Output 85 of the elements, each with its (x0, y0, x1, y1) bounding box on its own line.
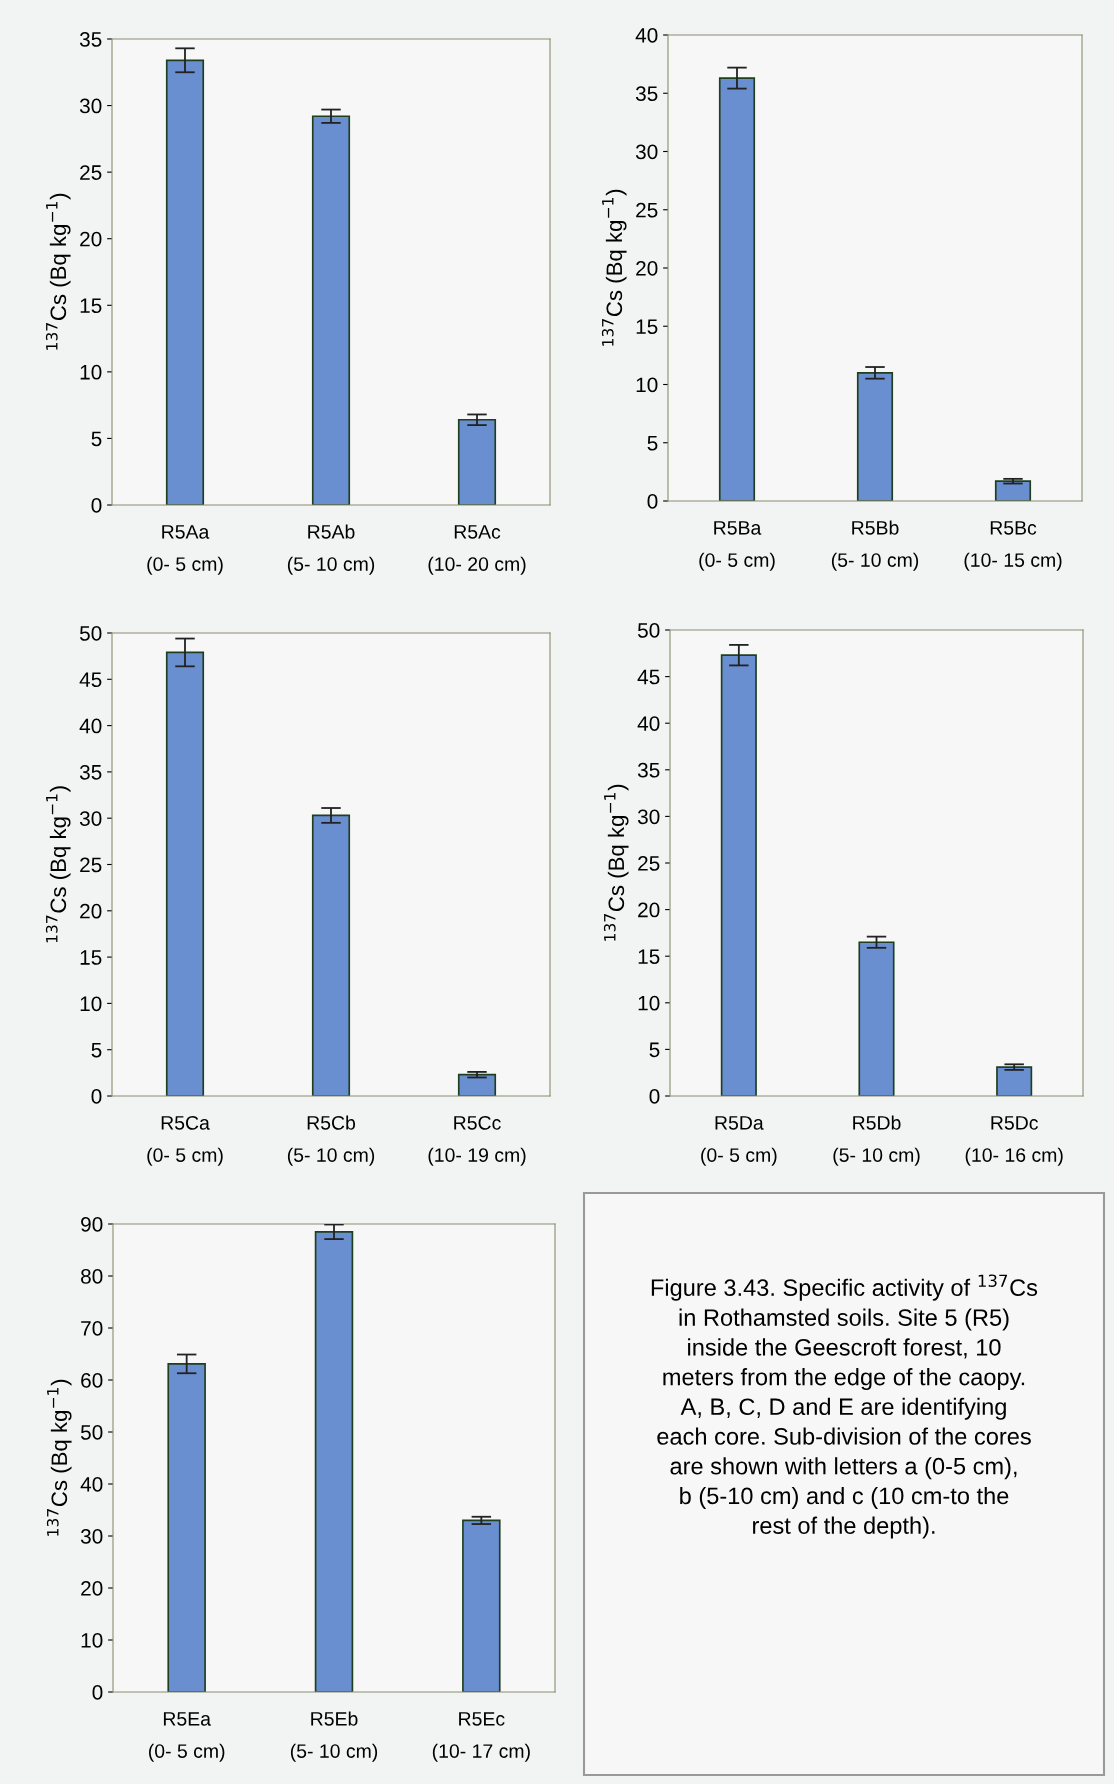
y-tick-label: 5 (91, 1042, 102, 1058)
y-tick-label: 45 (637, 669, 660, 685)
y-tick-label: 50 (79, 626, 102, 641)
y-tick-label: 40 (79, 718, 102, 734)
bar (457, 1073, 497, 1096)
bar (462, 1519, 501, 1692)
y-tick-label: 20 (80, 903, 102, 919)
y-tick-label: 0 (91, 1089, 102, 1104)
y-tick-label: 80 (81, 1269, 103, 1284)
y-tick-label: 20 (81, 1581, 103, 1596)
x-tick-label: R5Cb (5- 10 cm) (287, 1115, 375, 1166)
x-tick-label: R5Bc (10- 15 cm) (964, 521, 1062, 571)
x-tick-label: R5Eb (5- 10 cm) (290, 1711, 378, 1762)
y-tick-label: 50 (637, 623, 660, 638)
y-tick-label: 0 (92, 1685, 103, 1700)
y-axis-title: $^{137}$Cs (Bq kg$^{−1}$) (46, 1379, 72, 1536)
y-tick-label: 20 (80, 231, 102, 247)
y-tick-label: 70 (81, 1321, 103, 1336)
y-tick-label: 40 (635, 28, 658, 43)
y-tick-label: 0 (91, 498, 102, 513)
x-tick-label: R5Db (5- 10 cm) (833, 1115, 920, 1166)
x-tick-label: R5Ba (0- 5 cm) (699, 521, 775, 571)
y-tick-label: 10 (81, 1633, 103, 1648)
y-tick-label: 40 (80, 1477, 103, 1492)
bar (994, 480, 1032, 501)
y-tick-label: 10 (638, 995, 660, 1011)
y-tick-label: 25 (636, 202, 658, 218)
y-tick-label: 15 (80, 298, 102, 314)
y-tick-label: 25 (80, 165, 102, 180)
y-tick-label: 5 (91, 431, 102, 447)
y-axis-title: $^{137}$Cs (Bq kg$^{−1}$) (45, 193, 71, 350)
y-tick-label: 5 (649, 1042, 660, 1058)
y-tick-label: 30 (635, 144, 658, 160)
y-tick-label: 40 (637, 716, 660, 731)
y-tick-label: 20 (636, 261, 658, 276)
y-tick-label: 45 (79, 672, 102, 688)
y-tick-label: 15 (638, 949, 660, 964)
x-tick-label: R5Ec (10- 17 cm) (432, 1712, 530, 1762)
bar (996, 1066, 1033, 1096)
bar (165, 651, 205, 1096)
y-tick-label: 10 (80, 364, 102, 380)
bar (314, 1230, 354, 1692)
bar (311, 115, 351, 505)
x-tick-label: R5Ac (10- 20 cm) (428, 525, 526, 575)
y-tick-label: 50 (80, 1425, 103, 1440)
y-tick-label: 90 (81, 1217, 103, 1232)
y-tick-label: 60 (81, 1373, 103, 1388)
x-tick-label: R5Ca (0- 5 cm) (147, 1115, 223, 1166)
y-tick-label: 0 (649, 1089, 660, 1104)
y-tick-label: 35 (635, 86, 658, 101)
y-tick-label: 25 (638, 856, 660, 871)
y-axis-title: $^{137}$Cs (Bq kg$^{−1}$) (45, 786, 71, 943)
text: Figure 3.43. Specific activity of $^{137}$Cs in Rothamsted soils. Site 5 (R5) inside the Geescroft forest, 10 meters from the edge of the caopy. A, B, C, D and E are identifying each core. Sub-division of the cores are shown with letters a (0-5 cm), b (5-10 cm) and c (10 cm-to the rest of the depth). (651, 1274, 1038, 1539)
y-tick-label: 5 (647, 435, 658, 451)
y-tick-label: 35 (79, 764, 102, 780)
y-tick-label: 30 (80, 1529, 103, 1544)
y-tick-label: 10 (80, 996, 102, 1012)
bar (858, 941, 895, 1096)
bar (167, 1363, 206, 1692)
bar (718, 77, 756, 501)
x-tick-label: R5Bb (5- 10 cm) (831, 520, 919, 571)
y-tick-label: 30 (79, 811, 102, 826)
y-tick-label: 25 (80, 857, 102, 873)
y-tick-label: 15 (80, 950, 102, 965)
y-tick-label: 35 (637, 762, 660, 778)
y-axis-title: $^{137}$Cs (Bq kg$^{−1}$) (601, 189, 627, 346)
bar (856, 372, 894, 501)
x-tick-label: R5Cc (10- 19 cm) (428, 1115, 526, 1166)
y-tick-label: 30 (79, 98, 102, 114)
x-tick-label: R5Dc (10- 16 cm) (965, 1116, 1063, 1166)
y-tick-label: 30 (637, 809, 660, 825)
y-tick-label: 0 (647, 494, 658, 509)
bar (311, 814, 351, 1096)
y-tick-label: 20 (638, 902, 660, 918)
x-tick-label: R5Ea (0- 5 cm) (148, 1712, 225, 1762)
x-tick-label: R5Da (0- 5 cm) (701, 1116, 777, 1166)
bar (457, 418, 497, 505)
y-tick-label: 10 (636, 377, 658, 393)
x-tick-label: R5Ab (5- 10 cm) (287, 524, 375, 575)
y-tick-label: 15 (636, 319, 658, 334)
x-tick-label: R5Aa (0- 5 cm) (147, 525, 223, 575)
bar (165, 59, 205, 505)
y-tick-label: 35 (79, 32, 102, 47)
bar (720, 654, 757, 1096)
y-axis-title: $^{137}$Cs (Bq kg$^{−1}$) (603, 784, 629, 941)
